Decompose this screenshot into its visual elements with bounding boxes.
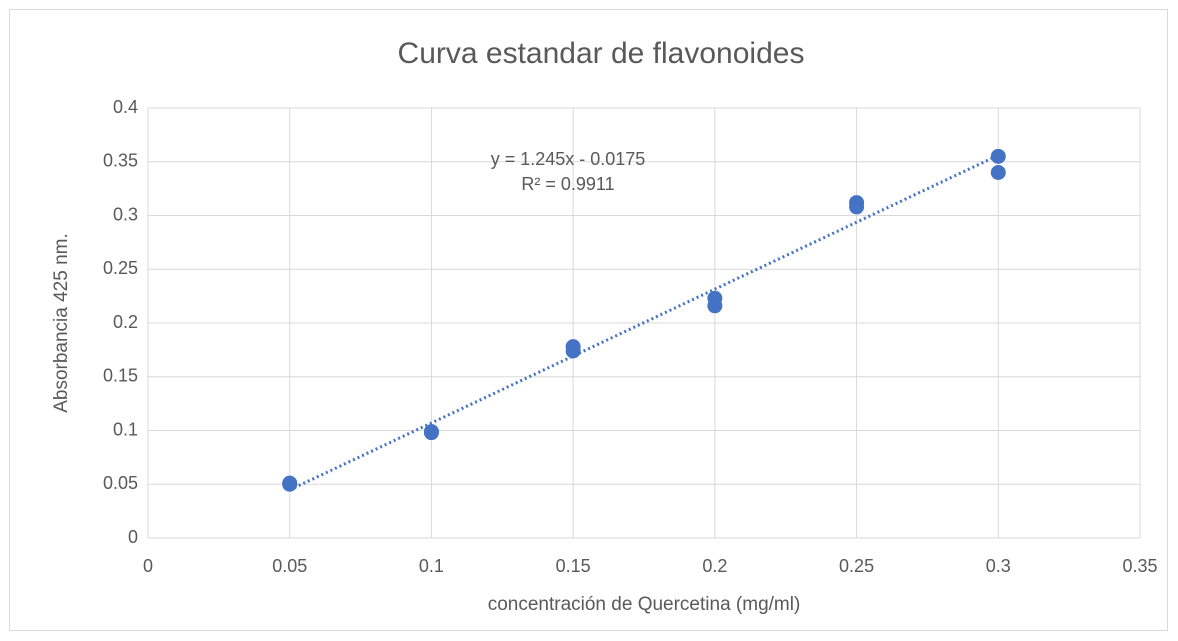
x-axis-label: concentración de Quercetina (mg/ml) [488,594,801,615]
data-point [990,165,1006,180]
data-point [282,475,298,491]
y-tick-label: 0 [128,527,138,547]
y-tick-label: 0.05 [103,473,138,493]
trendline-equation: y = 1.245x - 0.0175 [491,149,646,169]
data-point [849,199,865,215]
y-tick-label: 0.35 [103,151,138,171]
x-tick-label: 0.2 [702,556,727,576]
data-point [565,343,581,359]
data-point [707,298,723,314]
data-point [990,148,1006,164]
x-tick-label: 0.15 [556,556,591,576]
x-tick-label: 0.05 [272,556,307,576]
chart-border [9,9,1168,631]
y-tick-label: 0.25 [103,258,138,278]
y-tick-label: 0.4 [113,97,138,117]
trendline-equation: R² = 0.9911 [521,174,614,194]
trendline [289,153,999,492]
data-point [423,424,439,440]
y-tick-label: 0.2 [113,312,138,332]
x-tick-label: 0.35 [1122,556,1157,576]
y-tick-label: 0.3 [113,204,138,224]
chart-title: Curva estandar de flavonoides [398,37,805,70]
x-tick-label: 0.1 [419,556,444,576]
y-axis-label: Absorbancia 425 nm. [51,233,72,413]
y-tick-label: 0.15 [103,366,138,386]
x-tick-label: 0.25 [839,556,874,576]
x-tick-label: 0 [143,556,153,576]
y-tick-label: 0.1 [113,419,138,439]
x-tick-label: 0.3 [986,556,1011,576]
